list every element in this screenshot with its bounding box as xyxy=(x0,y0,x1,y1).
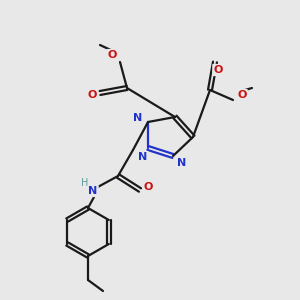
Text: O: O xyxy=(213,65,223,75)
Text: N: N xyxy=(138,152,148,162)
Text: O: O xyxy=(143,182,153,192)
Text: O: O xyxy=(237,90,247,100)
Text: N: N xyxy=(177,158,187,168)
Text: N: N xyxy=(88,186,98,196)
Text: O: O xyxy=(107,50,117,60)
Text: N: N xyxy=(134,113,142,123)
Text: O: O xyxy=(87,90,97,100)
Text: H: H xyxy=(81,178,89,188)
